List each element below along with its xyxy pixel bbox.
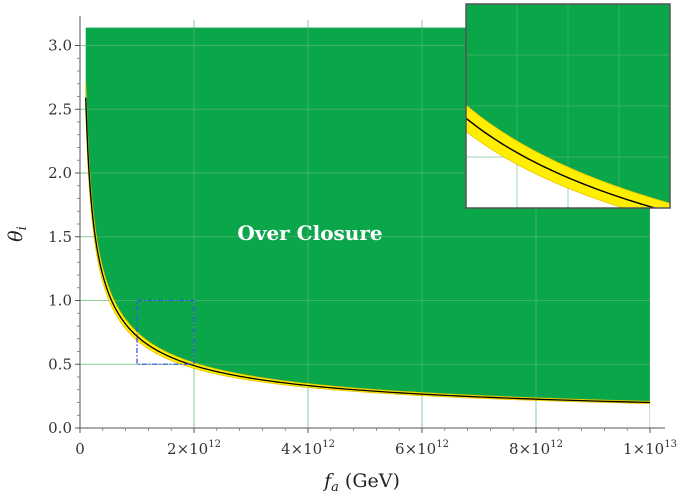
- x-tick-label-0: 0: [75, 440, 85, 458]
- x-tick-label-3: 6×1012: [395, 439, 449, 458]
- relic-band-fill: [85, 82, 650, 405]
- boundary-curve-layer: [85, 97, 650, 404]
- y-tick-label-3: 1.5: [48, 228, 72, 246]
- y-axis-title-group: θi: [5, 226, 30, 242]
- axes: [79, 16, 665, 429]
- y-tick-label-0: 0.0: [48, 419, 72, 437]
- grid: [80, 20, 650, 428]
- y-axis-title: θi: [5, 226, 30, 242]
- x-axis-title-unit: (GeV): [339, 470, 400, 492]
- y-tick-label-5: 2.5: [48, 100, 72, 118]
- x-tick-exponent-1: 12: [208, 439, 221, 450]
- x-axis-title: fa (GeV): [322, 470, 400, 495]
- x-tick-mantissa-1: 2×10: [167, 440, 208, 458]
- zoom-box: [136, 299, 195, 365]
- x-axis-title-main: f: [322, 470, 334, 492]
- y-axis-title-sub: i: [15, 226, 30, 230]
- y-tick-label-4: 2.0: [48, 164, 72, 182]
- x-tick-exponent-5: 13: [664, 439, 677, 450]
- y-axis-title-main: θ: [5, 230, 27, 242]
- x-tick-exponent-3: 12: [436, 439, 449, 450]
- boundary-curve: [85, 97, 650, 404]
- tick-labels: 0 2×1012 4×1012 6×1012 8×1012 1×10130.00.51.0…: [48, 37, 677, 459]
- x-tick-label-4: 8×1012: [509, 439, 563, 458]
- x-tick-mantissa-5: 1×10: [623, 440, 664, 458]
- zoom-rect: [136, 299, 195, 365]
- x-tick-mantissa-2: 4×10: [281, 440, 322, 458]
- inset-band: [466, 104, 670, 208]
- x-tick-mantissa-4: 8×10: [509, 440, 550, 458]
- relic-band: [85, 82, 650, 405]
- inset-content: [466, 4, 670, 208]
- inset-curve: [466, 117, 658, 208]
- x-tick-label-5: 1×1013: [623, 439, 677, 458]
- x-tick-exponent-4: 12: [550, 439, 563, 450]
- inset-zoom: [465, 3, 671, 209]
- y-tick-label-1: 0.5: [48, 355, 72, 373]
- y-tick-label-6: 3.0: [48, 37, 72, 55]
- x-tick-label-1: 2×1012: [167, 439, 221, 458]
- x-tick-label-2: 4×1012: [281, 439, 335, 458]
- x-axis-title-sub: a: [331, 480, 339, 495]
- region-label: Over Closure: [237, 221, 382, 245]
- inset-border: [465, 3, 671, 209]
- x-tick-exponent-2: 12: [322, 439, 335, 450]
- x-tick-mantissa-3: 6×10: [395, 440, 436, 458]
- y-tick-label-2: 1.0: [48, 292, 72, 310]
